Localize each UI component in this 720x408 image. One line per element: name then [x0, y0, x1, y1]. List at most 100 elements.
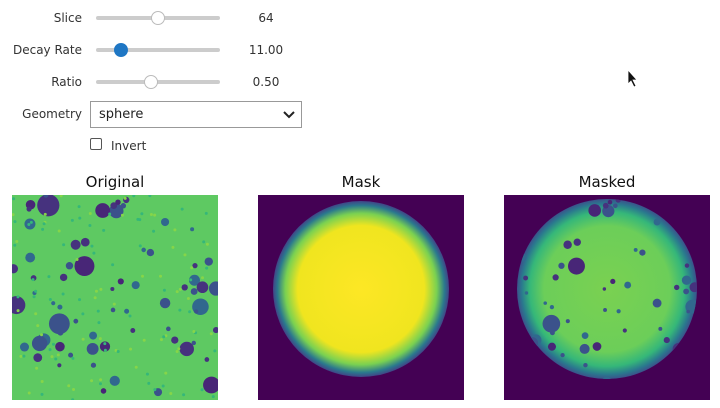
feature [209, 332, 213, 336]
feature [696, 357, 697, 362]
feature [196, 281, 209, 294]
feature [95, 203, 111, 218]
slider-handle[interactable] [151, 11, 165, 25]
feature [530, 334, 542, 346]
feature [697, 258, 704, 265]
feature [132, 195, 136, 198]
feature [36, 324, 40, 328]
dropdown-arrow [283, 111, 295, 119]
feature [130, 328, 136, 333]
feature [593, 389, 598, 394]
feature [81, 337, 85, 341]
slider-value: 11.00 [248, 43, 284, 57]
feature [40, 392, 44, 396]
masked-disk [517, 199, 697, 379]
feature [90, 244, 94, 248]
feature [57, 229, 61, 233]
feature [65, 262, 74, 270]
feature [59, 273, 68, 282]
feature [35, 342, 41, 347]
feature [13, 243, 17, 247]
feature [190, 266, 194, 270]
feature [191, 340, 196, 346]
feature [62, 243, 66, 247]
feature [12, 264, 19, 274]
feature [190, 227, 195, 232]
feature [204, 211, 208, 215]
feature [213, 349, 217, 353]
feature [40, 380, 44, 384]
slider-track[interactable] [96, 80, 220, 84]
feature [24, 218, 36, 230]
feature [43, 195, 49, 198]
feature [103, 342, 107, 346]
feature [115, 199, 121, 205]
feature [558, 262, 565, 269]
feature [128, 314, 132, 318]
feature [180, 207, 184, 211]
feature [54, 357, 58, 361]
feature [26, 206, 32, 212]
feature [32, 290, 37, 296]
feature [103, 348, 107, 352]
dropdown[interactable]: sphere [90, 101, 302, 128]
feature [549, 305, 555, 310]
feature [12, 197, 16, 201]
feature [647, 389, 654, 396]
feature [99, 378, 103, 382]
slider-track[interactable] [96, 48, 220, 52]
feature [502, 265, 510, 273]
feature [67, 384, 71, 388]
feature [612, 203, 618, 209]
feature [43, 220, 47, 224]
feature [25, 199, 36, 210]
feature [192, 263, 198, 269]
feature [528, 342, 533, 347]
feature [138, 218, 142, 222]
feature [96, 309, 100, 313]
slider-handle[interactable] [144, 75, 158, 89]
feature [88, 223, 92, 227]
feature [161, 384, 165, 388]
feature [530, 199, 550, 215]
feature [80, 237, 90, 247]
feature [652, 298, 662, 308]
feature [517, 219, 527, 229]
feature [159, 338, 163, 342]
feature [602, 376, 612, 379]
feature [579, 343, 590, 354]
feature [536, 193, 540, 197]
feature [563, 240, 572, 249]
feature [99, 287, 103, 291]
feature [57, 363, 62, 368]
feature [153, 388, 157, 392]
feature [30, 275, 37, 281]
feature [32, 295, 36, 299]
feature [88, 212, 92, 216]
feature [192, 329, 196, 333]
feature [178, 308, 182, 312]
feature [573, 257, 580, 264]
feature [208, 281, 218, 296]
feature [683, 341, 688, 345]
feature [526, 353, 534, 362]
feature [71, 398, 75, 400]
feature [683, 288, 690, 295]
feature [146, 248, 155, 257]
feature [615, 199, 621, 203]
checkbox[interactable] [90, 138, 102, 150]
feature [602, 287, 607, 291]
feature [152, 229, 156, 233]
feature [203, 376, 218, 394]
feature [188, 310, 192, 314]
dropdown-value: sphere [99, 107, 144, 122]
feature [149, 213, 153, 217]
feature [205, 242, 209, 246]
feature [616, 309, 621, 314]
feature [51, 301, 56, 306]
feature [684, 263, 690, 268]
feature [109, 203, 124, 219]
slider-value: 0.50 [252, 75, 280, 89]
feature [175, 350, 179, 354]
slider-handle[interactable] [114, 43, 128, 57]
